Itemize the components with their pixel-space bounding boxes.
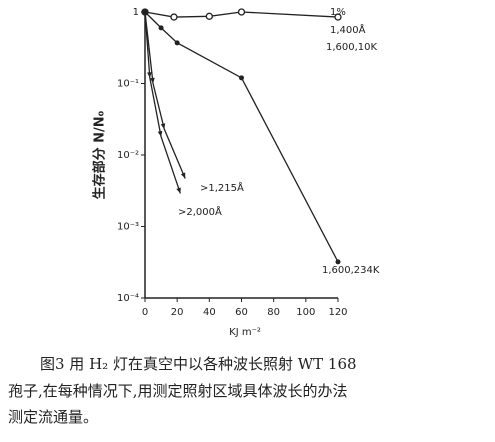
y-axis-title: 生存部分 N/N₀	[92, 110, 108, 199]
series-label: 1,600,234K	[322, 265, 380, 276]
x-axis-title: KJ m⁻²	[229, 327, 261, 338]
arrow-head	[150, 77, 155, 84]
series-label: 1,600,10K	[326, 42, 378, 53]
series-label: >1,215Å	[200, 181, 244, 194]
x-tick-label: 80	[267, 307, 280, 318]
point	[335, 259, 341, 265]
caption-line: 图3 用 H₂ 灯在真空中以各种波长照射 WT 168	[40, 355, 357, 373]
point	[205, 12, 213, 20]
series-label: >2,000Å	[178, 205, 222, 218]
y-tick-label: 10⁻³	[117, 222, 139, 233]
y-tick-label: 10⁻²	[117, 150, 139, 161]
y-tick-label: 10⁻⁴	[117, 293, 139, 304]
x-tick-label: 40	[203, 307, 216, 318]
arrow-head	[157, 130, 163, 137]
annotation: 1,400Å	[330, 23, 366, 36]
series-line	[144, 11, 186, 179]
point	[237, 8, 246, 16]
x-tick-label: 100	[296, 307, 315, 318]
arrow-head	[160, 123, 166, 130]
x-tick-label: 0	[142, 307, 148, 318]
caption-line: 测定流通量。	[8, 408, 98, 426]
point	[174, 40, 180, 46]
caption-line: 孢子,在每种情况下,用测定照射区域具体波长的办法	[8, 382, 348, 400]
point	[239, 75, 244, 81]
x-tick-label: 60	[235, 307, 248, 318]
y-tick-label: 1	[133, 7, 139, 18]
arrow-head	[176, 187, 181, 194]
x-tick-label: 20	[171, 307, 184, 318]
series-line	[144, 11, 339, 263]
y-tick-label: 10⁻¹	[117, 79, 139, 90]
annotation: 1%	[330, 7, 346, 18]
point	[158, 25, 164, 31]
arrow-head	[180, 172, 186, 179]
x-tick-label: 120	[328, 307, 347, 318]
point	[170, 13, 178, 21]
arrow-head	[147, 72, 152, 78]
series-line	[144, 11, 181, 194]
point	[334, 13, 342, 21]
